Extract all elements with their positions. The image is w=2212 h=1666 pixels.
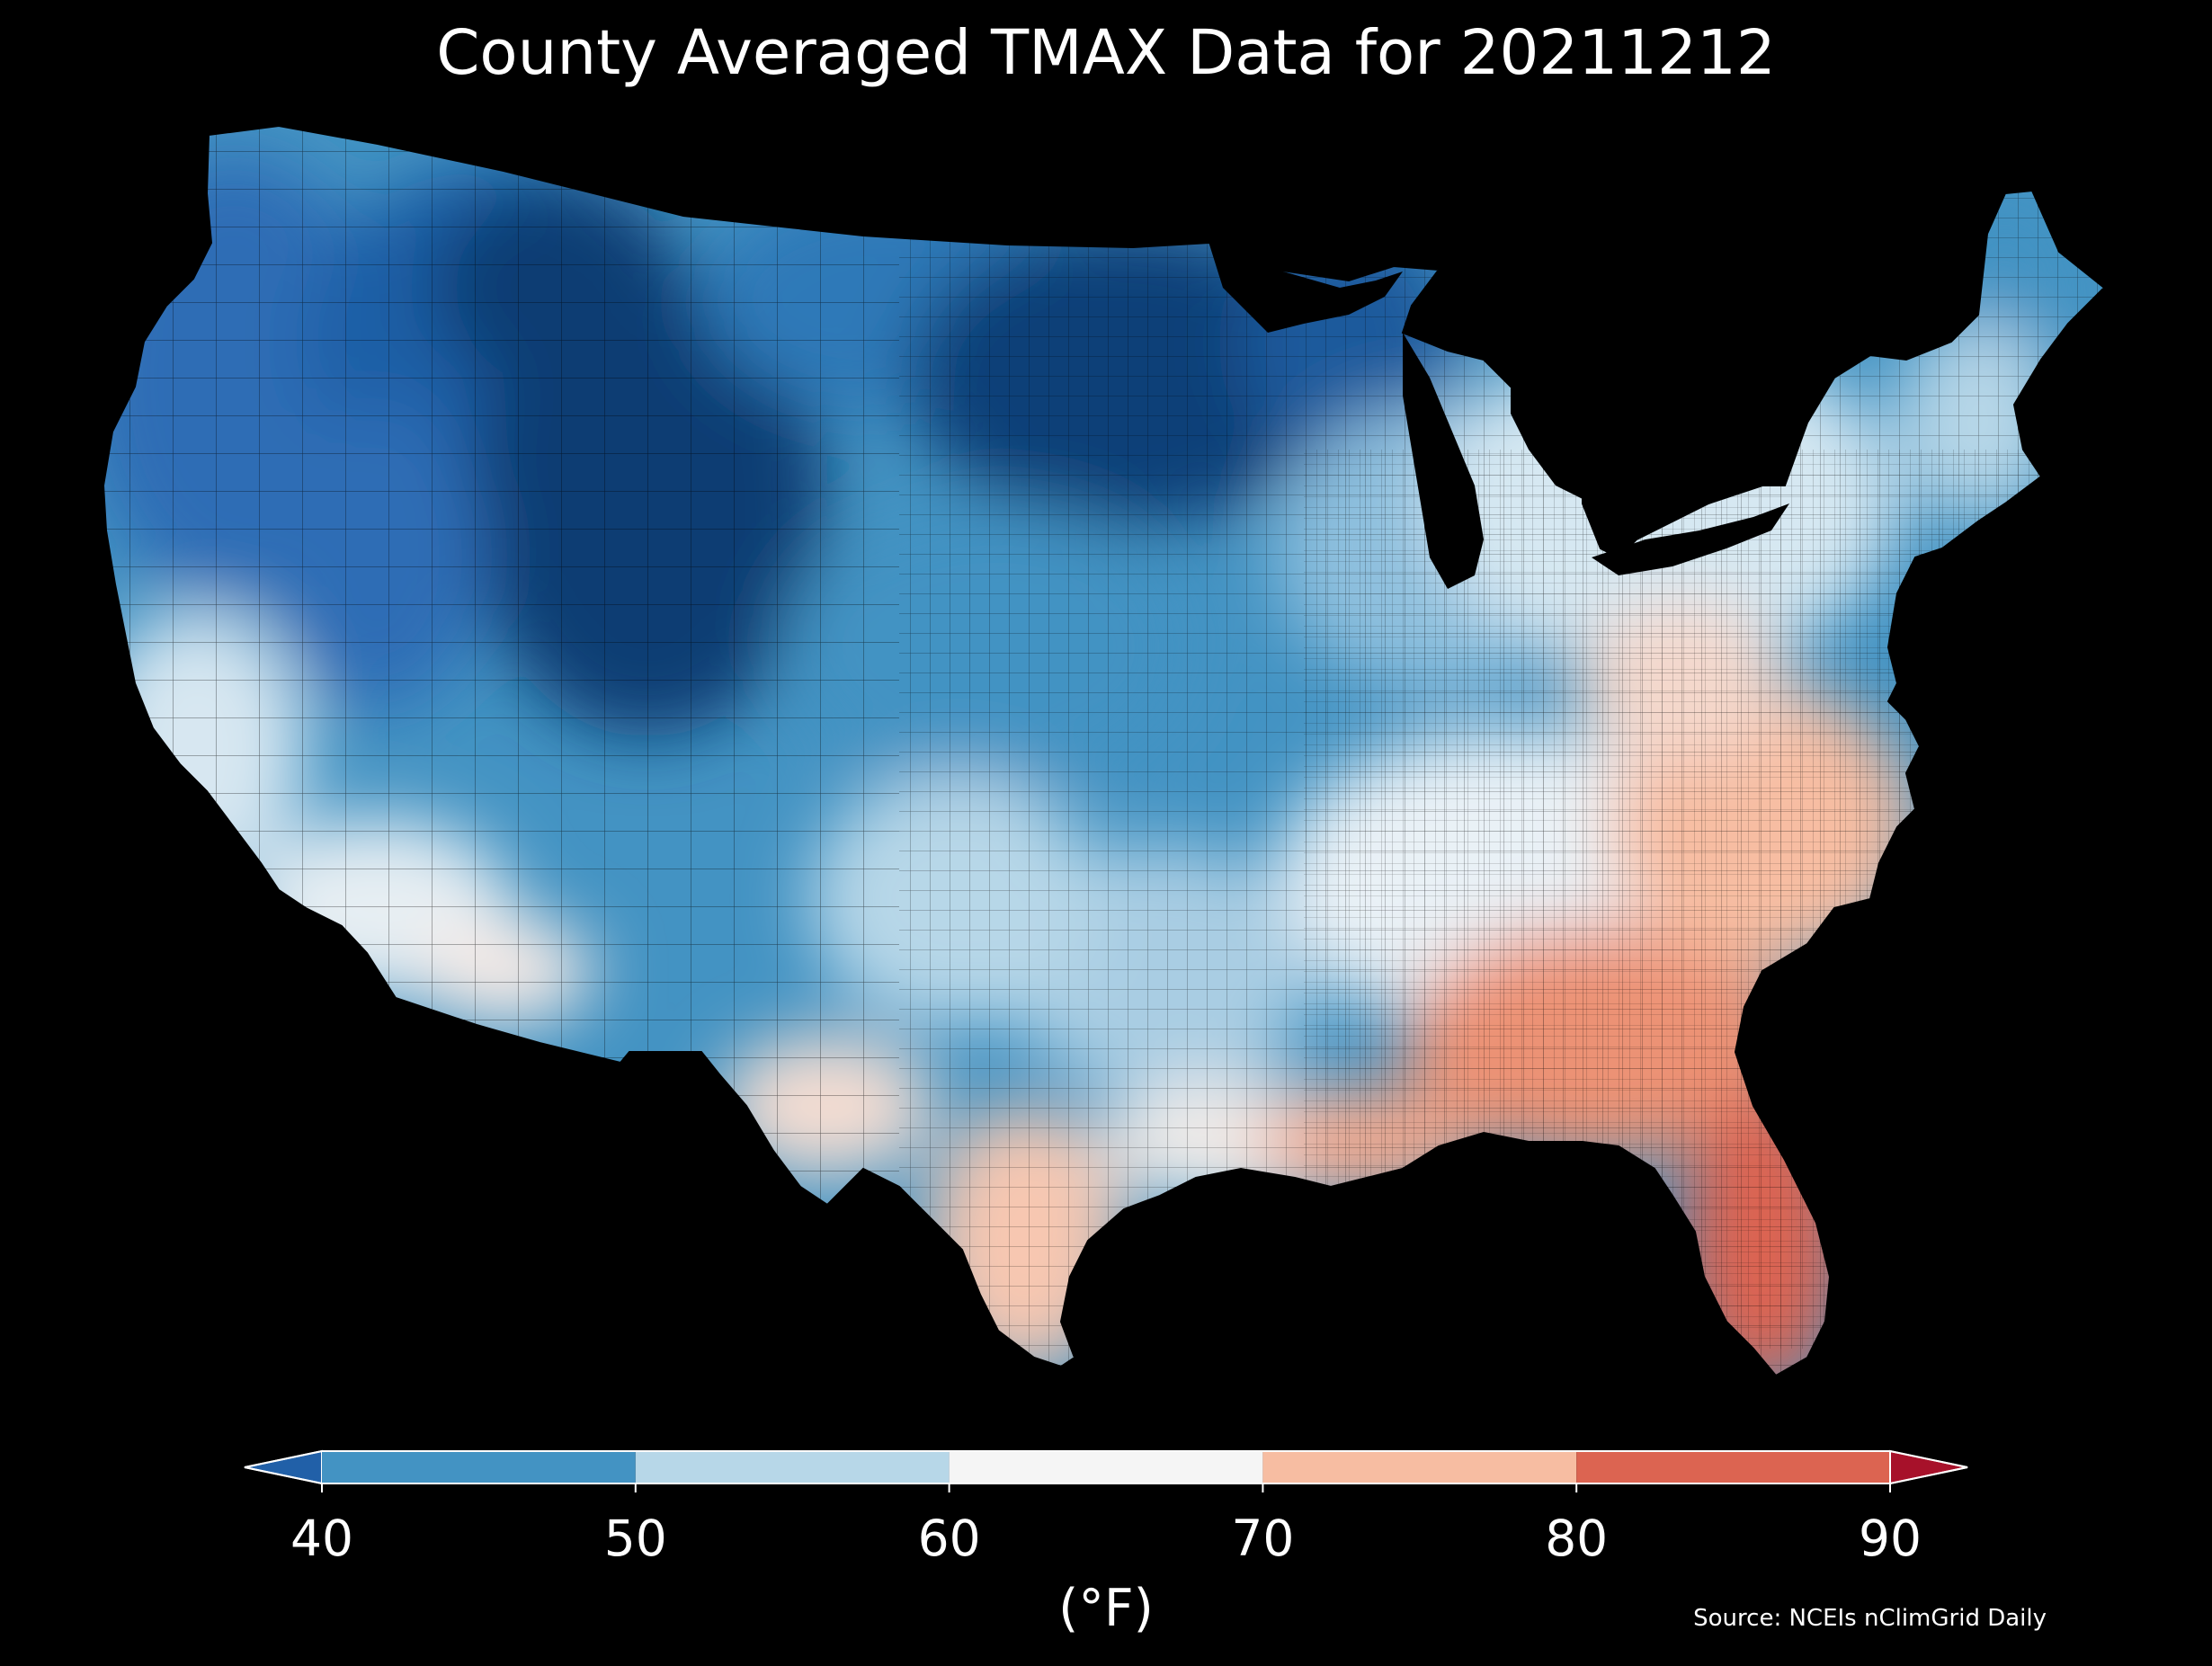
colorbar-tick-label: 60 (918, 1510, 981, 1567)
colorbar-tick-label: 50 (604, 1510, 667, 1567)
colorbar-bin-3 (1262, 1451, 1577, 1483)
colorbar-bin-2 (949, 1451, 1263, 1483)
colorbar-tick-label: 80 (1545, 1510, 1608, 1567)
colorbar-tick-label: 70 (1231, 1510, 1294, 1567)
colorbar-bin-1 (635, 1451, 950, 1483)
colorbar-bin-4 (1576, 1451, 1890, 1483)
source-credit: Source: NCEIs nClimGrid Daily (1693, 1605, 2047, 1632)
colorbar: 40 50 60 70 80 90 (°F) (244, 1449, 1968, 1638)
great-lakes (1209, 245, 1789, 589)
colorbar-bin-0 (322, 1451, 636, 1483)
colorbar-unit-label: (°F) (1058, 1579, 1154, 1638)
chart-title: County Averaged TMAX Data for 20211212 (436, 17, 1776, 89)
us-county-map (103, 125, 2105, 1376)
colorbar-over-triangle (1889, 1449, 1968, 1485)
colorbar-under-triangle (244, 1449, 323, 1485)
colorbar-tick-label: 40 (290, 1510, 353, 1567)
colorbar-tick-label: 90 (1859, 1510, 1922, 1567)
